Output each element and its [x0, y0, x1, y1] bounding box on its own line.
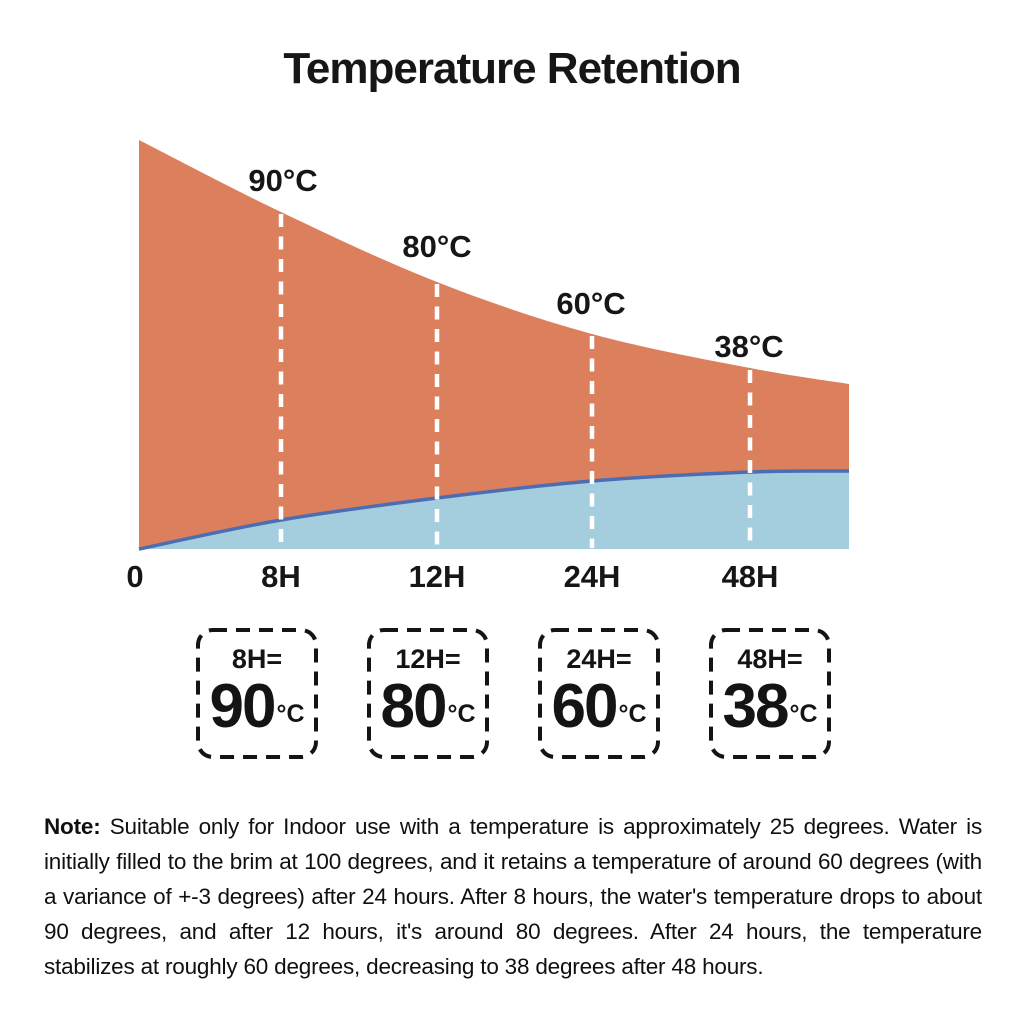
- callout-24h-value: 60: [551, 672, 618, 741]
- note-label: Note:: [44, 813, 101, 839]
- x-axis-tick-labels: 0 8H 12H 24H 48H: [126, 559, 778, 594]
- callout-8h: 8H= 90°C: [198, 630, 316, 757]
- note-paragraph: Note: Suitable only for Indoor use with …: [44, 809, 982, 984]
- callout-border-48h: [709, 628, 831, 759]
- callout-border-24h: [538, 628, 660, 759]
- tick-gridlines: [278, 214, 753, 548]
- page-title: Temperature Retention: [283, 44, 741, 93]
- callout-48h-unit: °C: [789, 700, 818, 728]
- callout-24h: 24H= 60°C: [540, 630, 658, 757]
- callout-8h-label: 8H=: [231, 644, 283, 674]
- callout-12h-value-row: 80°C: [369, 675, 487, 755]
- tick-24h: 24H: [564, 559, 621, 594]
- callout-8h-value-row: 90°C: [198, 675, 316, 755]
- tick-48h: 48H: [722, 559, 779, 594]
- callout-12h: 12H= 80°C: [369, 630, 487, 757]
- callout-48h: 48H= 38°C: [711, 630, 829, 757]
- callout-48h-value: 38: [722, 672, 789, 741]
- tick-8h: 8H: [261, 559, 301, 594]
- note-body: Suitable only for Indoor use with a temp…: [44, 813, 982, 979]
- tick-0: 0: [126, 559, 143, 594]
- callout-12h-value: 80: [380, 672, 447, 741]
- callout-border-8h: [196, 628, 318, 759]
- callout-24h-value-row: 60°C: [540, 675, 658, 755]
- temperature-annotations: 90°C 80°C 60°C 38°C: [248, 163, 783, 364]
- tick-12h: 12H: [409, 559, 466, 594]
- annotation-24h: 60°C: [556, 286, 625, 321]
- annotation-8h: 90°C: [248, 163, 317, 198]
- callout-48h-value-row: 38°C: [711, 675, 829, 755]
- callout-24h-label: 24H=: [566, 644, 632, 674]
- annotation-12h: 80°C: [402, 229, 471, 264]
- callout-12h-unit: °C: [447, 700, 476, 728]
- annotation-48h: 38°C: [714, 329, 783, 364]
- callout-24h-unit: °C: [618, 700, 647, 728]
- callout-12h-label: 12H=: [395, 644, 461, 674]
- callout-8h-unit: °C: [276, 700, 305, 728]
- cool-water-area: [139, 470, 849, 549]
- callout-border-12h: [367, 628, 489, 759]
- callout-8h-value: 90: [209, 672, 276, 741]
- hot-water-area: [139, 140, 849, 549]
- callout-48h-label: 48H=: [737, 644, 803, 674]
- callout-borders: [196, 628, 831, 759]
